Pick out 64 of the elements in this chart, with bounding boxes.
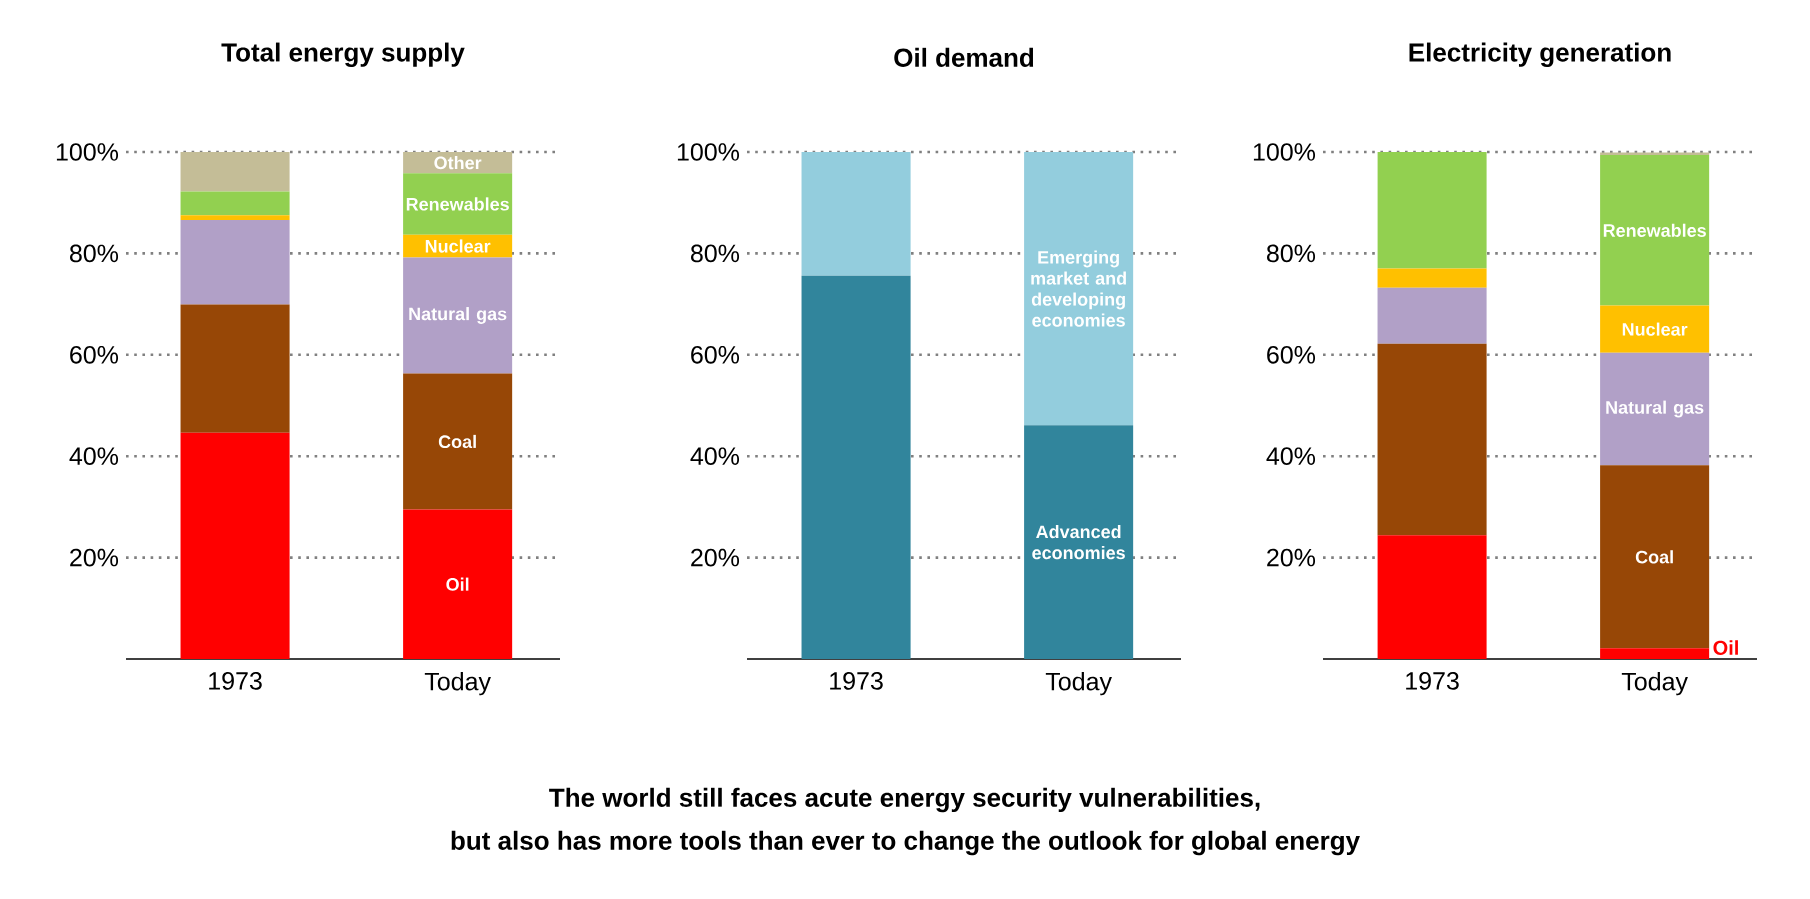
bar [1600, 155, 1710, 306]
x-tick-label: 1973 [1406, 672, 1459, 690]
bar [180, 304, 290, 433]
series-label: Renewables [1603, 223, 1706, 237]
series-label: Natural gas [409, 307, 507, 324]
chart-title: Oil demand [894, 47, 1034, 67]
bar [403, 173, 513, 235]
bar [1377, 151, 1487, 269]
y-tick-label: 60% [70, 345, 119, 364]
y-tick-label: 100% [677, 143, 740, 161]
y-tick-label: 60% [691, 345, 740, 364]
series-label: Other [434, 156, 482, 170]
y-tick-label: 40% [69, 447, 119, 466]
y-tick-label: 60% [1267, 345, 1316, 364]
x-tick-label: 1973 [830, 672, 883, 690]
bar [1024, 425, 1134, 659]
series-label: Natural gas [1606, 400, 1704, 418]
series-label: Coal [438, 434, 476, 449]
x-tick-label: Today [1621, 672, 1688, 696]
bar [180, 151, 290, 192]
y-tick-label: 100% [1253, 143, 1316, 161]
bar [1600, 152, 1710, 156]
y-tick-label: 80% [70, 244, 119, 263]
bar [403, 373, 513, 510]
bar [1024, 151, 1134, 426]
bar [1600, 648, 1710, 659]
bar [1600, 352, 1710, 466]
y-tick-label: 40% [1266, 447, 1316, 466]
text: The world still faces acute energy security vulnerabilities, [549, 787, 1260, 813]
x-tick-label: Today [1045, 672, 1112, 696]
y-tick-label: 80% [691, 244, 740, 263]
bar [403, 257, 513, 374]
bar [180, 219, 290, 305]
bar [1377, 535, 1487, 659]
chart-title: Electricity generation [1409, 42, 1671, 67]
x-tick-label: Today [424, 672, 491, 696]
series-label: Oil [1713, 640, 1738, 655]
series-label: Nuclear [1622, 322, 1688, 336]
text: but also has more tools than ever to change the outlook for global energy [451, 830, 1360, 856]
bar [180, 191, 290, 216]
bar [801, 151, 911, 276]
bar [180, 432, 290, 659]
y-tick-label: 20% [691, 548, 740, 567]
y-tick-label: 100% [56, 143, 119, 161]
y-tick-label: 40% [690, 447, 740, 466]
y-tick-label: 80% [1267, 244, 1316, 263]
series-label: Emerging market and developing economies [1031, 250, 1126, 327]
series-label: Coal [1635, 550, 1673, 564]
bar [403, 509, 513, 659]
bar [1377, 343, 1487, 536]
chart-title: Total energy supply [221, 42, 465, 67]
y-tick-label: 20% [70, 548, 119, 567]
bar [801, 275, 911, 659]
series-label: Oil [446, 577, 469, 591]
bar [1600, 305, 1710, 353]
bar [1600, 465, 1710, 649]
series-label: Renewables [406, 197, 509, 211]
series-label: Advanced economies [1032, 525, 1125, 560]
bar [1377, 268, 1487, 288]
x-tick-label: 1973 [209, 672, 262, 690]
series-label: Nuclear [425, 239, 491, 253]
bar [180, 215, 290, 220]
bar [1377, 287, 1487, 344]
y-tick-label: 20% [1267, 548, 1316, 567]
